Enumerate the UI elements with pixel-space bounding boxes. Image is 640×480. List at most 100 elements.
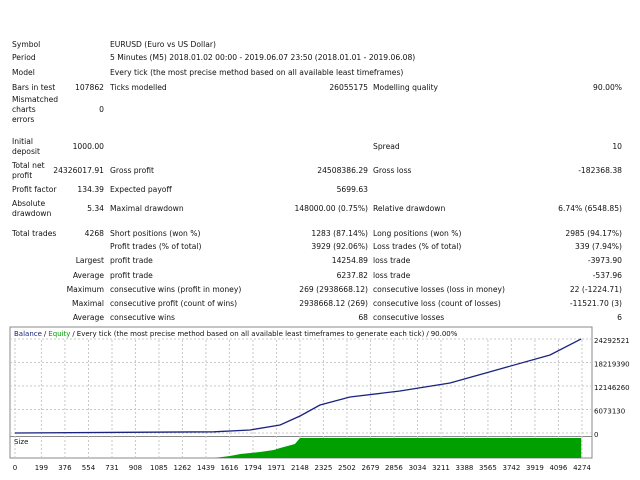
x-tick-label: 0 xyxy=(13,464,17,472)
report-label: Maximal drawdown xyxy=(110,204,184,213)
report-value: 339 (7.94%) xyxy=(575,242,622,251)
report-value: Largest xyxy=(75,256,104,265)
report-value: 26055175 xyxy=(329,83,368,92)
x-tick-label: 3211 xyxy=(432,464,450,472)
report-label: Spread xyxy=(373,142,400,151)
report-value: Average xyxy=(72,313,104,322)
report-label: Total net profit xyxy=(12,161,45,180)
x-tick-label: 2502 xyxy=(338,464,356,472)
report-value: 68 xyxy=(358,313,368,322)
report-label: consecutive wins xyxy=(110,313,176,322)
report-label: Every tick (the most precise method base… xyxy=(110,68,404,77)
x-tick-label: 554 xyxy=(82,464,96,472)
legend-text: Equity xyxy=(48,330,70,338)
report-label: consecutive losses xyxy=(373,313,445,322)
legend-text: 90.00% xyxy=(431,330,458,338)
legend-text: Every tick (the most precise method base… xyxy=(77,330,425,338)
report-label: Absolute drawdown xyxy=(12,199,52,218)
x-tick-label: 908 xyxy=(129,464,142,472)
x-tick-label: 3565 xyxy=(479,464,497,472)
report-label: loss trade xyxy=(373,256,411,265)
x-tick-label: 2148 xyxy=(291,464,309,472)
y-tick-label: 6073130 xyxy=(594,408,625,416)
x-tick-label: 376 xyxy=(58,464,72,472)
report-value: Maximal xyxy=(72,299,104,308)
legend-text: / xyxy=(426,330,429,338)
report-value: 148000.00 (0.75%) xyxy=(294,204,368,213)
x-tick-label: 1085 xyxy=(150,464,168,472)
report-label: Model xyxy=(12,68,35,77)
report-label: Symbol xyxy=(12,40,41,49)
report-label: consecutive losses (loss in money) xyxy=(373,285,505,294)
report-label: EURUSD (Euro vs US Dollar) xyxy=(110,40,216,49)
report-label: Short positions (won %) xyxy=(110,229,201,238)
report-value: 24508386.29 xyxy=(317,166,368,175)
report-value: 22 (-1224.71) xyxy=(569,285,622,294)
report-label: Gross profit xyxy=(110,166,154,175)
report-value: 1000.00 xyxy=(72,142,104,151)
report-value: 5.34 xyxy=(87,204,104,213)
report-label: Relative drawdown xyxy=(373,204,446,213)
report-label: consecutive loss (count of losses) xyxy=(373,299,501,308)
y-tick-label: 24292521 xyxy=(594,337,630,345)
x-tick-label: 4274 xyxy=(573,464,591,472)
balance-line xyxy=(14,338,582,434)
report-value: 134.39 xyxy=(77,185,104,194)
report-label: Total trades xyxy=(12,229,57,238)
report-value: Average xyxy=(72,271,104,280)
report-value: 0 xyxy=(99,105,104,114)
report-value: 6237.82 xyxy=(336,271,368,280)
report-value: 5699.63 xyxy=(336,185,368,194)
size-area xyxy=(15,438,582,458)
report-label: Gross loss xyxy=(373,166,412,175)
x-tick-label: 1616 xyxy=(220,464,238,472)
x-tick-label: 199 xyxy=(35,464,48,472)
report-value: 90.00% xyxy=(593,83,622,92)
report-label: Ticks modelled xyxy=(110,83,167,92)
x-tick-label: 2679 xyxy=(361,464,379,472)
x-tick-label: 1971 xyxy=(268,464,286,472)
y-tick-label: 12146260 xyxy=(594,384,630,392)
report-label: Period xyxy=(12,53,36,62)
report-value: 2938668.12 (269) xyxy=(299,299,368,308)
report-label: loss trade xyxy=(373,271,411,280)
report-label: Mismatched charts errors xyxy=(12,95,59,124)
report-value: -11521.70 (3) xyxy=(569,299,622,308)
report-label: Profit factor xyxy=(12,185,57,194)
x-tick-label: 1439 xyxy=(197,464,215,472)
report-value: -182368.38 xyxy=(578,166,622,175)
legend-text: Balance xyxy=(14,330,42,338)
report-label: profit trade xyxy=(110,256,153,265)
report-label: Bars in test xyxy=(12,83,56,92)
report-value: 3929 (92.06%) xyxy=(311,242,368,251)
x-tick-label: 1794 xyxy=(244,464,262,472)
report-label: Loss trades (% of total) xyxy=(373,242,462,251)
report-label: 5 Minutes (M5) 2018.01.02 00:00 - 2019.0… xyxy=(110,53,416,62)
report-value: 2985 (94.17%) xyxy=(565,229,622,238)
x-tick-label: 1262 xyxy=(174,464,192,472)
report-value: -3973.90 xyxy=(587,256,622,265)
report-value: 1283 (87.14%) xyxy=(311,229,368,238)
report-label: consecutive wins (profit in money) xyxy=(110,285,242,294)
x-tick-label: 731 xyxy=(105,464,118,472)
report-label: Modelling quality xyxy=(373,83,439,92)
report-value: 4268 xyxy=(84,229,104,238)
report-value: 6.74% (6548.85) xyxy=(558,204,622,213)
report-label: Initial deposit xyxy=(12,137,41,156)
report-value: -537.96 xyxy=(592,271,622,280)
x-tick-label: 3034 xyxy=(409,464,427,472)
x-tick-label: 3919 xyxy=(526,464,544,472)
x-tick-label: 2325 xyxy=(315,464,333,472)
report-value: 14254.89 xyxy=(331,256,368,265)
report-label: Profit trades (% of total) xyxy=(110,242,202,251)
x-tick-label: 3388 xyxy=(456,464,474,472)
report-value: 6 xyxy=(617,313,622,322)
x-tick-label: 4096 xyxy=(549,464,567,472)
report-label: Long positions (won %) xyxy=(373,229,462,238)
size-label: Size xyxy=(14,438,28,446)
report-value: Maximum xyxy=(66,285,104,294)
x-tick-label: 2856 xyxy=(385,464,403,472)
report-value: 269 (2938668.12) xyxy=(299,285,368,294)
